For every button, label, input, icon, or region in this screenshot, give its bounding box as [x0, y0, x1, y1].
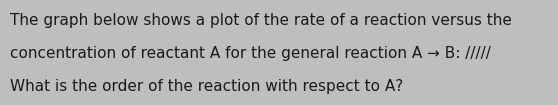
Text: The graph below shows a plot of the rate of a reaction versus the: The graph below shows a plot of the rate… — [10, 13, 512, 28]
Text: What is the order of the reaction with respect to A?: What is the order of the reaction with r… — [10, 79, 403, 94]
Text: concentration of reactant A for the general reaction A → B: /////: concentration of reactant A for the gene… — [10, 46, 491, 61]
